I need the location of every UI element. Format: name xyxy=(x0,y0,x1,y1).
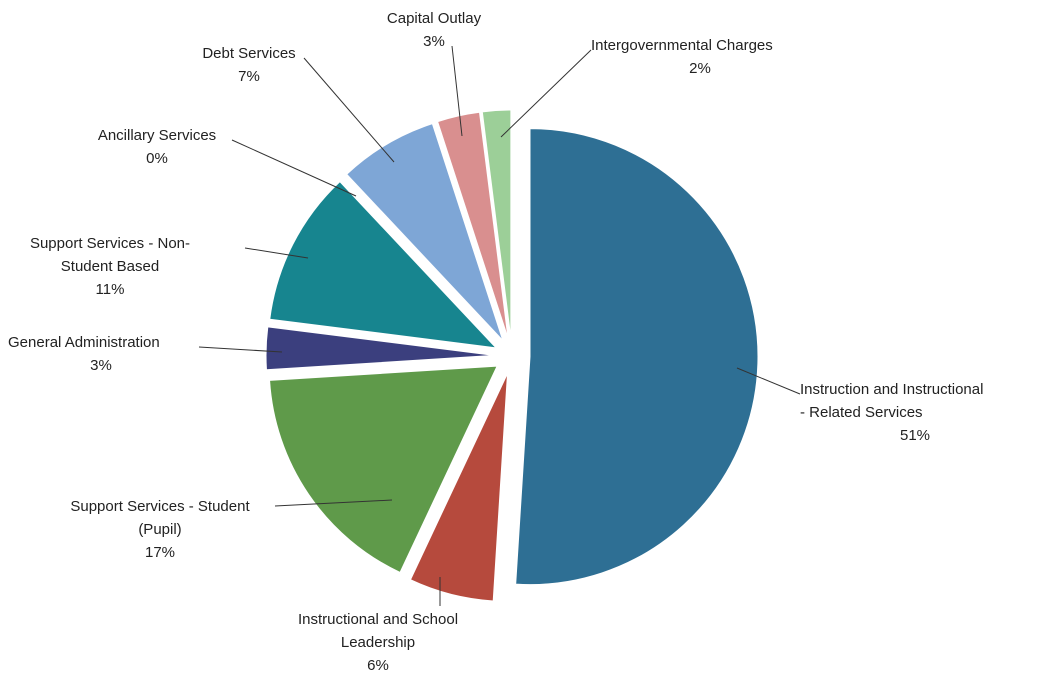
label-general-administration: General Administration 3% xyxy=(8,334,160,374)
leader-lines xyxy=(198,45,801,606)
label-debt-services: Debt Services 7% xyxy=(202,45,295,85)
slice-label-text: Instructional and School xyxy=(298,611,458,628)
leader-support-services-non-student-based xyxy=(244,247,309,259)
label-intergovernmental-charges: Intergovernmental Charges 2% xyxy=(591,37,773,77)
slice-percent-label: 7% xyxy=(238,68,260,85)
label-instruction-and-instructional-related-services: Instruction and Instructional - Related S… xyxy=(800,381,983,444)
slice-percent-label: 2% xyxy=(689,60,711,77)
label-ancillary-services: Ancillary Services 0% xyxy=(98,127,216,167)
slice-percent-label: 3% xyxy=(90,357,112,374)
slice-label-text: Student Based xyxy=(61,258,159,275)
slice-label-text: Support Services - Non- xyxy=(30,235,190,252)
leader-debt-services xyxy=(303,57,395,163)
slice-label-text: Debt Services xyxy=(202,45,295,62)
slice-label-text: Intergovernmental Charges xyxy=(591,37,773,54)
slice-label-text: Capital Outlay xyxy=(387,10,482,27)
slice-support-services-student-pupil xyxy=(269,365,498,574)
label-support-services-student-pupil: Support Services - Student (Pupil) 17% xyxy=(70,498,250,561)
slice-label-text: Support Services - Student xyxy=(70,498,250,515)
slice-percent-label: 11% xyxy=(96,281,125,298)
slice-capital-outlay xyxy=(436,111,509,339)
label-capital-outlay: Capital Outlay 3% xyxy=(387,10,482,50)
leader-intergovernmental-charges xyxy=(500,49,592,138)
slice-percent-label: 17% xyxy=(145,544,175,561)
slice-label-text: General Administration xyxy=(8,334,160,351)
slice-label-text: Instruction and Instructional xyxy=(800,381,983,398)
leader-support-services-student-pupil xyxy=(274,499,393,507)
slice-label-text: - Related Services xyxy=(800,404,923,421)
slice-percent-label: 6% xyxy=(367,657,389,674)
label-support-services-non-student-based: Support Services - Non- Student Based 11% xyxy=(30,235,190,298)
slice-percent-label: 0% xyxy=(146,150,168,167)
slice-instruction-and-instructional-related-services xyxy=(515,128,759,586)
slice-instructional-and-school-leadership xyxy=(409,373,509,602)
slice-intergovernmental-charges xyxy=(481,109,512,339)
leader-ancillary-services xyxy=(231,139,357,197)
label-instructional-and-school-leadership: Instructional and School Leadership 6% xyxy=(298,611,458,674)
pie-slices xyxy=(265,109,759,602)
slice-percent-label: 51% xyxy=(900,427,930,444)
slice-support-services-non-student-based xyxy=(269,180,498,349)
slice-debt-services xyxy=(346,123,504,341)
leader-capital-outlay xyxy=(451,45,463,137)
slice-label-text: Leadership xyxy=(341,634,415,651)
slice-label-text: Ancillary Services xyxy=(98,127,216,144)
slice-percent-label: 3% xyxy=(423,33,445,50)
leader-general-administration xyxy=(198,346,283,353)
leader-instruction-and-instructional-related-services xyxy=(736,367,801,395)
slice-labels: Instruction and Instructional - Related S… xyxy=(8,10,983,674)
slice-general-administration xyxy=(265,326,495,371)
slice-label-text: (Pupil) xyxy=(138,521,181,538)
